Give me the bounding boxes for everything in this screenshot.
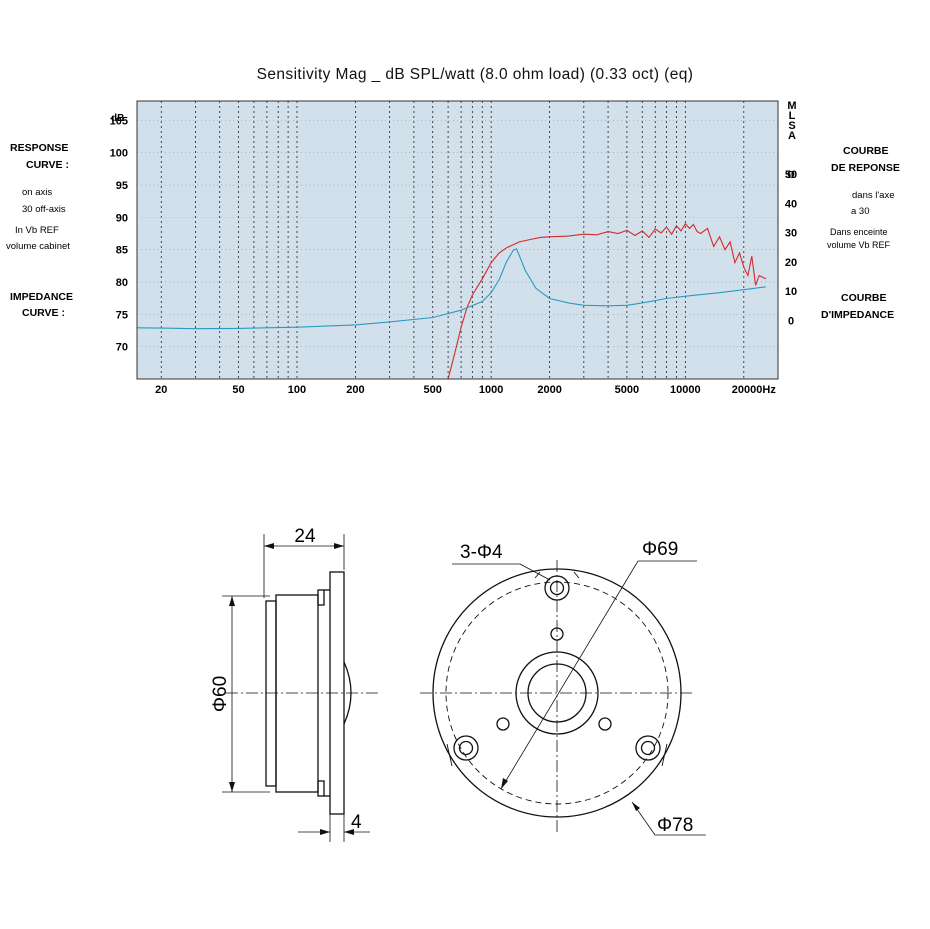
y-left-tick-label: 105 bbox=[110, 115, 128, 127]
y-right-tick-label: 30 bbox=[785, 228, 797, 240]
plot-frame bbox=[136, 100, 779, 380]
right-unit-label: Ω bbox=[787, 170, 795, 181]
left-response-title-1: RESPONSE bbox=[10, 142, 68, 154]
y-left-tick-label: 70 bbox=[116, 342, 128, 354]
right-impedance-title-2: D'IMPEDANCE bbox=[821, 309, 894, 321]
y-left-tick-label: 80 bbox=[116, 277, 128, 289]
y-left-tick-label: 95 bbox=[116, 180, 128, 192]
left-response-desc-1: on axis bbox=[22, 187, 52, 198]
y-right-tick-label: 40 bbox=[785, 198, 797, 210]
left-response-desc-2: 30 off-axis bbox=[22, 204, 66, 215]
plot-area bbox=[137, 101, 778, 379]
x-tick-label: 20 bbox=[155, 384, 167, 396]
chart-title: Sensitivity Mag _ dB SPL/watt (8.0 ohm l… bbox=[257, 66, 694, 83]
left-impedance-title-2: CURVE : bbox=[22, 307, 65, 319]
right-axis-ticks: 50 40 30 20 10 0 bbox=[785, 169, 797, 327]
x-tick-label: 1000 bbox=[479, 384, 503, 396]
left-response-desc-3: In Vb REF bbox=[15, 225, 59, 236]
response-curve bbox=[447, 222, 767, 379]
right-response-title-1: COURBE bbox=[843, 145, 889, 157]
right-axis-letter: M bbox=[787, 100, 796, 112]
y-left-tick-label: 85 bbox=[116, 245, 128, 257]
left-response-title-2: CURVE : bbox=[26, 159, 69, 171]
impedance-curve bbox=[137, 248, 766, 330]
x-tick-label: 50 bbox=[232, 384, 244, 396]
y-left-tick-label: 90 bbox=[116, 212, 128, 224]
right-response-desc-4: volume Vb REF bbox=[827, 240, 891, 250]
left-impedance-title-1: IMPEDANCE bbox=[10, 291, 73, 303]
right-annotations: COURBE DE REPONSE dans l'axe a 30 Dans e… bbox=[821, 145, 900, 321]
x-tick-label: 5000 bbox=[615, 384, 639, 396]
y-right-tick-label: 50 bbox=[785, 169, 797, 181]
right-axis-letter: A bbox=[788, 130, 796, 142]
side-view-drawing bbox=[222, 534, 378, 842]
right-response-desc-3: Dans enceinte bbox=[830, 227, 888, 237]
y-right-tick-label: 0 bbox=[788, 315, 794, 327]
dim-flange-thickness-label: 4 bbox=[351, 812, 362, 833]
left-annotations: RESPONSE CURVE : on axis 30 off-axis In … bbox=[6, 142, 73, 319]
right-impedance-title-1: COURBE bbox=[841, 292, 887, 304]
y-left-tick-label: 100 bbox=[110, 148, 128, 160]
right-response-desc-1: dans l'axe bbox=[852, 190, 894, 201]
left-response-desc-4: volume cabinet bbox=[6, 241, 70, 252]
x-tick-label: 500 bbox=[424, 384, 442, 396]
right-axis-letter: S bbox=[788, 120, 795, 132]
front-view-drawing bbox=[420, 560, 706, 836]
x-tick-label: 20000Hz bbox=[732, 384, 777, 396]
y-right-tick-label: 20 bbox=[785, 257, 797, 269]
x-tick-label: 2000 bbox=[537, 384, 561, 396]
dim-pcd-label: Φ69 bbox=[642, 539, 678, 560]
x-tick-label: 200 bbox=[346, 384, 364, 396]
y-right-tick-label: 10 bbox=[785, 286, 797, 298]
x-axis-ticks: 20 50 100 200 500 1000 2000 5000 10000 20000Hz bbox=[155, 384, 776, 396]
plot-curves bbox=[137, 222, 767, 379]
right-response-title-2: DE REPONSE bbox=[831, 162, 900, 174]
y-left-tick-label: 75 bbox=[116, 309, 128, 321]
right-response-desc-2: a 30 bbox=[851, 206, 870, 217]
left-axis-ticks: 105 100 95 90 85 80 75 70 bbox=[110, 115, 128, 353]
right-axis-letter: L bbox=[789, 110, 796, 122]
plot-grid bbox=[137, 101, 779, 379]
dim-depth-label: 24 bbox=[294, 526, 316, 547]
dim-outer-label: Φ78 bbox=[657, 815, 693, 836]
left-unit-label: dB bbox=[111, 113, 124, 124]
x-tick-label: 10000 bbox=[670, 384, 701, 396]
x-tick-label: 100 bbox=[288, 384, 306, 396]
dim-holes-label: 3-Φ4 bbox=[460, 542, 503, 563]
dim-diameter-body-label: Φ60 bbox=[210, 676, 231, 712]
